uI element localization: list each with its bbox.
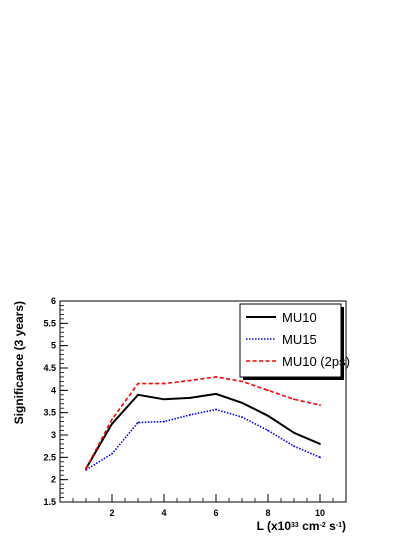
x-axis-title-part: cm [299, 519, 320, 533]
x-axis-title-superscript: -2 [320, 522, 326, 529]
data-point [137, 421, 139, 424]
y-tick-label: 2.5 [43, 452, 56, 462]
data-point [319, 443, 321, 445]
data-point [137, 393, 139, 396]
y-tick-label: 1.5 [43, 497, 56, 507]
data-point [215, 376, 217, 378]
x-axis-title-superscript: 33 [291, 522, 299, 529]
data-point [319, 456, 321, 459]
x-tick-label: 10 [315, 508, 325, 518]
series-line-0 [85, 392, 321, 470]
y-axis-title: Significance (3 years) [12, 301, 26, 424]
data-point [137, 382, 139, 385]
y-tick-label: 2 [51, 475, 56, 485]
x-axis-title-superscript: -1 [336, 522, 342, 529]
series-line-2 [85, 376, 321, 469]
y-tick-label: 3.5 [43, 408, 56, 418]
data-point [267, 429, 269, 432]
data-point [163, 420, 165, 423]
data-point [111, 422, 113, 425]
data-point [85, 467, 87, 470]
data-point [215, 393, 217, 395]
y-tick-label: 3 [51, 430, 56, 440]
data-point [319, 404, 321, 406]
y-tick-label: 5 [51, 341, 56, 351]
data-point [267, 414, 269, 417]
y-tick-label: 5.5 [43, 318, 56, 328]
x-tick-label: 4 [161, 508, 166, 518]
data-point [293, 445, 295, 448]
y-tick-label: 4 [51, 385, 56, 395]
data-point [111, 418, 113, 421]
data-point [241, 416, 243, 419]
data-point [111, 452, 113, 455]
x-tick-label: 2 [109, 508, 114, 518]
legend-label: MU10 [282, 310, 317, 325]
x-axis-title-part: L (x10 [257, 519, 292, 533]
data-point [163, 398, 165, 401]
data-point [189, 397, 191, 399]
data-point [189, 379, 191, 382]
data-point [241, 401, 243, 404]
x-tick-label: 6 [213, 508, 218, 518]
data-point [215, 408, 217, 411]
x-tick-label: 8 [265, 508, 270, 518]
y-tick-label: 4.5 [43, 363, 56, 373]
x-axis-title-part: s [326, 519, 336, 533]
series-line-1 [85, 408, 321, 471]
x-axis-title: L (x1033 cm-2 s-1) [257, 519, 346, 533]
x-axis-title-part: ) [342, 519, 346, 533]
data-point [163, 382, 165, 385]
data-point [293, 398, 295, 401]
data-point [189, 414, 191, 416]
y-tick-label: 6 [51, 296, 56, 306]
data-point [293, 431, 295, 434]
legend-label: MU10 (2ps) [282, 354, 350, 369]
legend-label: MU15 [282, 332, 317, 347]
data-point [241, 380, 243, 383]
data-point [267, 389, 269, 392]
data-point [85, 468, 87, 471]
